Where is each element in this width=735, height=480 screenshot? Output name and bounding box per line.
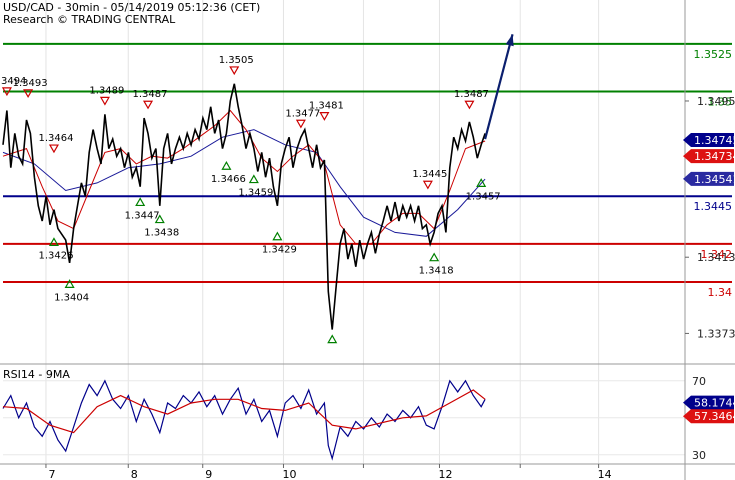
scenario-arrow (484, 34, 514, 140)
price-tag (683, 171, 734, 186)
swing-high-marker (142, 100, 154, 110)
swing-low-label: 1.3418 (419, 266, 454, 277)
level-label: 1.34 (708, 286, 733, 299)
rsi-panel: RSI14 - 9MA705030 (2, 368, 706, 462)
swing-high-marker (229, 66, 240, 76)
swing-low-marker (429, 252, 440, 262)
price-tag-label: 1.34541 (694, 173, 735, 186)
rsi-tag (683, 409, 734, 424)
swing-low-marker (154, 214, 165, 224)
swing-high-label: 1.3494 (0, 76, 26, 87)
time-tick-label: 12 (438, 468, 452, 480)
swing-low-label: 1.3426 (38, 250, 73, 261)
swing-high-marker (99, 96, 110, 106)
swing-low-marker (327, 334, 338, 344)
price-tick-label: 1.3373 (697, 327, 735, 340)
swing-high-marker (23, 89, 34, 98)
rsi-tag-label: 58.1744 (694, 397, 735, 410)
swing-high-label: 1.3487 (454, 89, 489, 100)
grid (45, 0, 600, 464)
swing-low-label: 1.3457 (466, 191, 501, 202)
swing-high-marker (422, 180, 433, 190)
price-tag-label: 1.34734 (694, 150, 735, 163)
swing-low-marker (248, 174, 259, 184)
swing-high-label: 1.3505 (219, 55, 254, 66)
rsi-line (2, 379, 486, 461)
swing-high-label: 1.3464 (38, 133, 73, 144)
chart-instrument-title: USD/CAD - 30min - 05/14/2019 05:12:36 (C… (3, 1, 261, 14)
price-tag (683, 133, 734, 148)
swing-low-label: 1.3438 (144, 228, 179, 239)
fast-ma-line (2, 109, 486, 245)
time-tick-label: 8 (131, 468, 138, 480)
time-tick-label: 10 (282, 468, 296, 480)
swing-low-marker (48, 237, 59, 247)
rsi-tick-label: 30 (692, 449, 706, 462)
swing-high-label: 1.3493 (13, 78, 48, 89)
level-lines: 1.3525 1.35 1.3445 1.342 1.34 (3, 42, 733, 299)
price-tick-label: 1.3413 (697, 251, 735, 264)
swing-high-marker (464, 100, 475, 110)
price-tick-label: 1.3495 (697, 95, 735, 108)
level-label: 1.3525 (694, 48, 733, 61)
swing-low-label: 1.3429 (262, 245, 297, 256)
rsi-tick-label: 70 (692, 375, 706, 388)
rsi-tag (683, 395, 734, 410)
swing-low-marker (221, 161, 232, 170)
rsi-tag-label: 57.3464 (694, 410, 735, 423)
swing-high-marker (1, 87, 12, 97)
swing-high-label: 1.3477 (285, 108, 320, 119)
swing-low-label: 1.3466 (211, 174, 246, 185)
chart-provider-credit: Research © TRADING CENTRAL (3, 13, 176, 26)
swing-high-label: 1.3489 (89, 85, 124, 96)
pivot-markers: 1.34941.34931.34891.34871.35051.34771.34… (0, 55, 501, 344)
level-label: 1.3445 (694, 200, 733, 213)
time-tick-label: 9 (205, 468, 212, 480)
price-line (2, 83, 486, 330)
swing-low-marker (476, 178, 487, 187)
scenario-arrow-head (505, 34, 514, 47)
swing-low-label: 1.3447 (125, 210, 160, 221)
swing-high-label: 1.3445 (412, 169, 447, 180)
swing-high-marker (48, 144, 59, 154)
price-tag-label: 1.34745 (694, 134, 735, 147)
rsi-title: RSI14 - 9MA (3, 368, 70, 381)
swing-high-marker (319, 112, 330, 121)
swing-low-marker (64, 279, 75, 288)
price-tag (683, 149, 734, 164)
swing-low-marker (135, 197, 146, 207)
swing-high-label: 1.3481 (309, 101, 344, 112)
time-tick-label: 14 (598, 468, 612, 480)
swing-low-label: 1.3459 (238, 188, 273, 199)
level-label: 1.342 (701, 248, 733, 261)
level-label: 1.35 (708, 95, 733, 108)
swing-low-marker (272, 231, 283, 241)
price-series (2, 34, 514, 330)
rsi-ma-line (2, 389, 486, 434)
swing-low-label: 1.3404 (54, 292, 89, 303)
time-tick-label: 7 (48, 468, 55, 480)
swing-high-marker (295, 119, 306, 129)
swing-high-label: 1.3487 (133, 89, 168, 100)
